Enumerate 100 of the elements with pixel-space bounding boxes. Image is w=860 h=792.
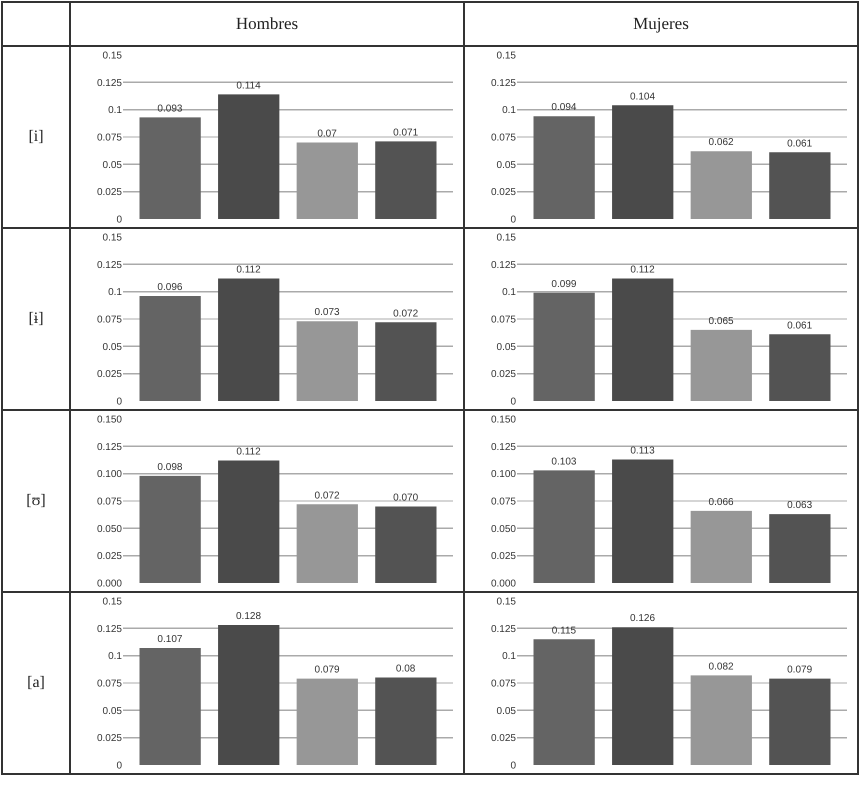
y-tick-label: 0.150 [490, 414, 516, 426]
chart-title: Hombres [70, 2, 464, 46]
y-tick-label: 0.15 [496, 232, 516, 244]
y-tick-label: 0.075 [490, 132, 516, 144]
y-tick-label: 0.15 [496, 50, 516, 62]
y-tick-label: 0.125 [490, 442, 516, 453]
data-label: 0.093 [157, 103, 183, 114]
bar [690, 330, 752, 401]
bar [375, 506, 436, 583]
bar [296, 142, 358, 219]
y-tick-label: 0.025 [490, 733, 516, 744]
data-label: 0.112 [236, 264, 262, 276]
y-tick-label: 0 [116, 396, 122, 408]
bar [296, 504, 358, 583]
y-tick-label: 0.025 [96, 733, 122, 744]
bar [769, 678, 830, 765]
y-tick-label: 0.1 [502, 651, 516, 662]
y-tick-label: 0.15 [102, 232, 122, 244]
y-tick-label: 0.05 [496, 706, 516, 717]
y-tick-label: 0.05 [102, 342, 122, 353]
y-tick-label: 0.05 [496, 342, 516, 353]
data-label: 0.079 [787, 664, 813, 676]
y-tick-label: 0 [510, 214, 516, 226]
y-axis-title: [a] [2, 592, 70, 774]
data-label: 0.098 [157, 462, 183, 473]
data-label: 0.107 [157, 634, 183, 646]
data-label: 0.07 [317, 128, 338, 140]
y-tick-label: 0.075 [96, 132, 122, 144]
bar [296, 321, 358, 401]
bar [218, 278, 280, 401]
bar [690, 675, 752, 765]
y-tick-label: 0.125 [96, 624, 122, 635]
bar [534, 639, 595, 765]
bar [534, 116, 595, 219]
bar [140, 117, 201, 219]
data-label: 0.070 [393, 492, 419, 504]
bar [140, 296, 201, 401]
y-tick-label: 0.1 [108, 287, 122, 298]
y-tick-label: 0.125 [490, 260, 516, 271]
bar [218, 625, 280, 765]
y-tick-label: 0 [510, 396, 516, 408]
data-label: 0.115 [552, 625, 577, 636]
y-tick-label: 0 [116, 760, 122, 772]
y-tick-label: 0.075 [96, 678, 122, 690]
data-label: 0.112 [630, 264, 656, 276]
y-tick-label: 0.1 [108, 105, 122, 116]
y-tick-label: 0.05 [102, 706, 122, 717]
y-tick-label: 0.100 [490, 469, 516, 480]
bar [375, 678, 436, 765]
data-label: 0.066 [708, 496, 734, 508]
y-tick-label: 0.15 [102, 50, 122, 62]
bar [769, 152, 830, 219]
data-label: 0.063 [787, 500, 813, 512]
chart-title: Mujeres [464, 2, 858, 46]
data-label: 0.113 [630, 445, 656, 456]
data-label: 0.099 [551, 278, 577, 290]
y-tick-label: 0.025 [96, 551, 122, 562]
y-tick-label: 0.125 [490, 78, 516, 89]
data-label: 0.126 [630, 613, 656, 624]
y-tick-label: 0.075 [96, 314, 122, 326]
y-axis-title: [ʊ] [2, 410, 70, 592]
y-tick-label: 0.125 [490, 624, 516, 635]
y-axis-title: [ɨ] [2, 228, 70, 410]
y-tick-label: 0.025 [490, 369, 516, 380]
y-tick-label: 0.050 [490, 524, 516, 535]
data-label: 0.114 [236, 80, 262, 92]
y-tick-label: 0.05 [102, 160, 122, 171]
y-tick-label: 0.1 [108, 651, 122, 662]
y-tick-label: 0.025 [96, 369, 122, 380]
y-tick-label: 0.075 [490, 314, 516, 326]
data-label: 0.08 [396, 664, 416, 675]
y-tick-label: 0 [510, 760, 516, 772]
y-tick-label: 0.05 [496, 160, 516, 171]
y-tick-label: 0.050 [96, 524, 122, 535]
y-tick-label: 0.15 [496, 596, 516, 608]
y-tick-label: 0.025 [490, 551, 516, 562]
data-label: 0.082 [708, 661, 734, 672]
bar [769, 334, 830, 401]
bar [218, 94, 280, 219]
y-tick-label: 0.075 [96, 496, 122, 508]
bar [375, 141, 436, 219]
y-tick-label: 0.150 [96, 414, 122, 426]
bar [534, 292, 595, 401]
data-label: 0.061 [787, 320, 813, 332]
bar [690, 510, 752, 583]
y-tick-label: 0.125 [96, 260, 122, 271]
data-label: 0.073 [314, 307, 340, 318]
data-label: 0.072 [393, 308, 419, 320]
bar [612, 459, 674, 583]
data-label: 0.061 [787, 138, 813, 150]
y-tick-label: 0 [116, 214, 122, 226]
data-label: 0.104 [630, 91, 656, 102]
data-label: 0.062 [708, 137, 734, 148]
y-tick-label: 0.15 [102, 596, 122, 608]
data-label: 0.112 [236, 446, 262, 458]
y-tick-label: 0.125 [96, 442, 122, 453]
bar [534, 470, 595, 583]
data-label: 0.065 [708, 316, 734, 327]
bar [612, 105, 674, 219]
y-axis-title: [i] [2, 46, 70, 228]
